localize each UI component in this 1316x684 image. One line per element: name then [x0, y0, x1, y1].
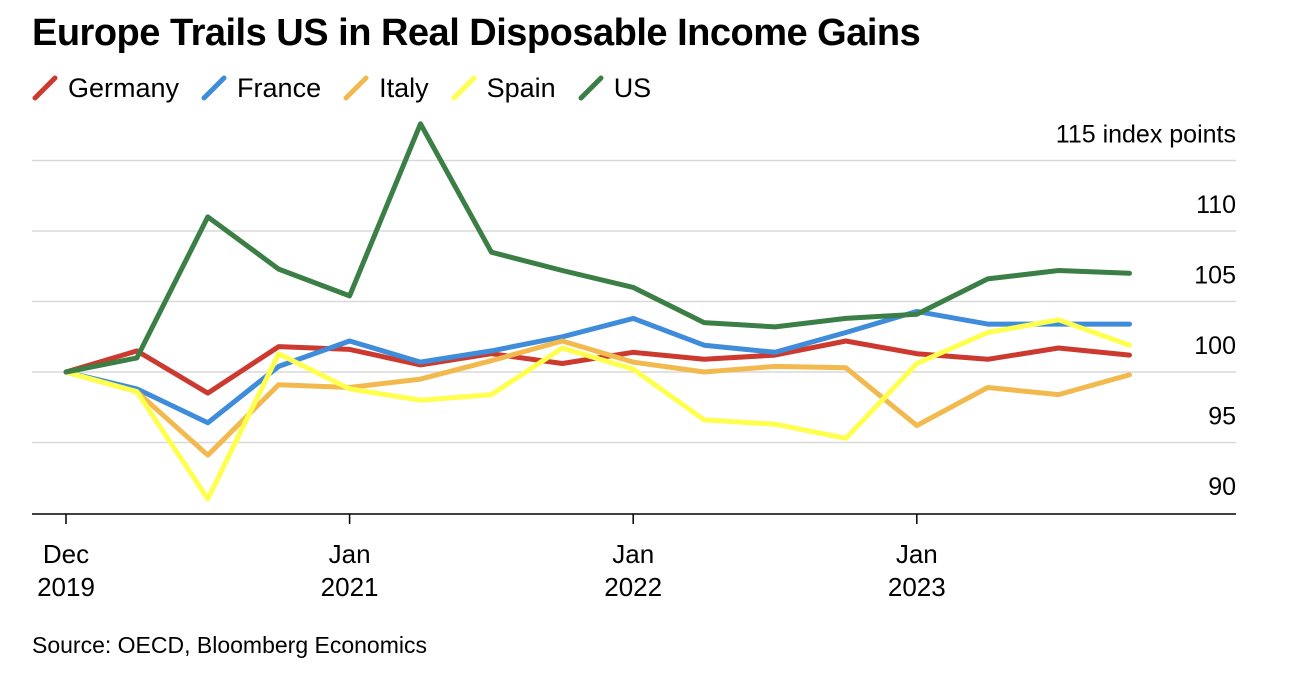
legend: Germany France Italy Spain US: [32, 70, 673, 106]
legend-swatch-icon: [451, 75, 477, 101]
legend-item-us: US: [578, 72, 652, 104]
y-tick-label-100: 100: [1194, 332, 1236, 360]
chart-title: Europe Trails US in Real Disposable Inco…: [32, 12, 921, 54]
y-tick-label-110: 110: [1196, 191, 1236, 219]
legend-swatch-icon: [32, 75, 58, 101]
series-line-germany: [63, 338, 1132, 396]
x-tick-label-year: 2019: [37, 572, 95, 602]
x-tick-label-month: Jan: [329, 539, 371, 569]
x-tick-label-year: 2021: [321, 572, 379, 602]
series-line-italy: [63, 338, 1132, 458]
legend-label: France: [237, 72, 322, 103]
legend-swatch-icon: [201, 75, 227, 101]
legend-item-italy: Italy: [343, 73, 429, 104]
y-tick-label-90: 90: [1208, 473, 1236, 501]
x-tick-label-month: Jan: [612, 539, 654, 569]
legend-item-spain: Spain: [451, 73, 556, 104]
x-tick-label-month: Dec: [43, 539, 89, 569]
y-tick-label-115: 115 index points: [1056, 121, 1236, 149]
legend-label: Germany: [68, 72, 180, 103]
x-tick-label-year: 2023: [888, 572, 946, 602]
y-tick-label-105: 105: [1194, 262, 1236, 290]
legend-label: Italy: [379, 72, 429, 103]
legend-label: US: [613, 72, 652, 103]
legend-label: Spain: [486, 72, 556, 103]
x-tick-label-month: Jan: [896, 539, 938, 569]
legend-swatch-icon: [578, 75, 604, 101]
series-line-spain: [63, 317, 1132, 502]
x-tick-label-year: 2022: [604, 572, 662, 602]
legend-item-germany: Germany: [32, 73, 179, 104]
legend-swatch-icon: [343, 75, 369, 101]
series-line-us: [63, 121, 1132, 375]
series-line-france: [63, 308, 1132, 426]
legend-item-france: France: [201, 73, 321, 104]
y-tick-label-95: 95: [1208, 403, 1236, 431]
source-note: Source: OECD, Bloomberg Economics: [32, 632, 427, 658]
